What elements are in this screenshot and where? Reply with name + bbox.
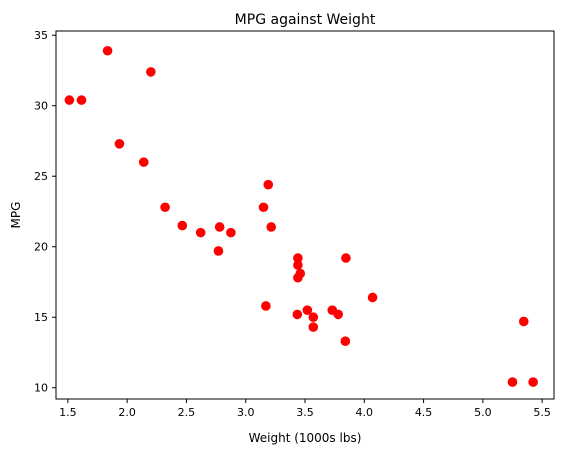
data-point <box>333 309 344 320</box>
data-point <box>528 377 538 387</box>
data-point <box>258 202 269 213</box>
data-point <box>114 138 125 149</box>
data-point <box>263 179 274 190</box>
data-point <box>507 377 518 387</box>
data-point <box>518 316 529 327</box>
y-tick-label: 35 <box>34 29 48 42</box>
data-point <box>266 222 277 232</box>
data-point <box>340 336 351 346</box>
chart-title: MPG against Weight <box>235 12 376 28</box>
y-tick-label: 15 <box>34 311 48 324</box>
data-point <box>308 322 319 332</box>
data-point <box>308 312 319 323</box>
data-point <box>341 253 351 263</box>
x-tick-label: 3.0 <box>237 406 255 419</box>
data-point <box>102 45 113 56</box>
y-axis-label: MPG <box>9 202 23 229</box>
x-tick-label: 5.0 <box>474 406 492 419</box>
x-tick-label: 3.5 <box>296 406 314 419</box>
data-point <box>213 246 224 256</box>
y-tick-label: 10 <box>34 382 48 395</box>
data-point <box>302 305 313 315</box>
x-tick-label: 5.5 <box>533 406 551 419</box>
y-tick-label: 20 <box>34 241 48 254</box>
x-axis-ticks: 1.5 2.0 2.5 3.0 3.5 4.0 4.5 5.0 5.5 <box>59 399 551 419</box>
data-point <box>293 272 303 283</box>
plot-area-frame <box>55 30 555 400</box>
data-point <box>292 309 303 320</box>
x-tick-label: 4.0 <box>356 406 374 419</box>
y-tick-label: 25 <box>34 170 48 183</box>
data-point <box>226 227 236 238</box>
x-tick-label: 4.5 <box>415 406 433 419</box>
x-tick-label: 2.0 <box>118 406 136 419</box>
data-point <box>214 222 225 232</box>
x-tick-label: 1.5 <box>59 406 77 419</box>
data-point <box>293 260 303 270</box>
data-point <box>177 220 188 231</box>
x-axis-label: Weight (1000s lbs) <box>249 431 362 445</box>
data-point <box>293 253 303 263</box>
data-point <box>261 301 271 311</box>
y-axis-ticks: 10 15 20 25 30 35 <box>34 29 56 395</box>
data-point <box>160 202 170 213</box>
data-point <box>146 67 156 77</box>
x-tick-label: 2.5 <box>178 406 196 419</box>
y-tick-label: 30 <box>34 100 48 113</box>
data-point <box>76 95 87 105</box>
data-point <box>367 292 378 303</box>
data-point <box>195 227 206 238</box>
data-point <box>64 95 75 105</box>
data-point <box>138 157 149 167</box>
data-points <box>64 45 538 387</box>
